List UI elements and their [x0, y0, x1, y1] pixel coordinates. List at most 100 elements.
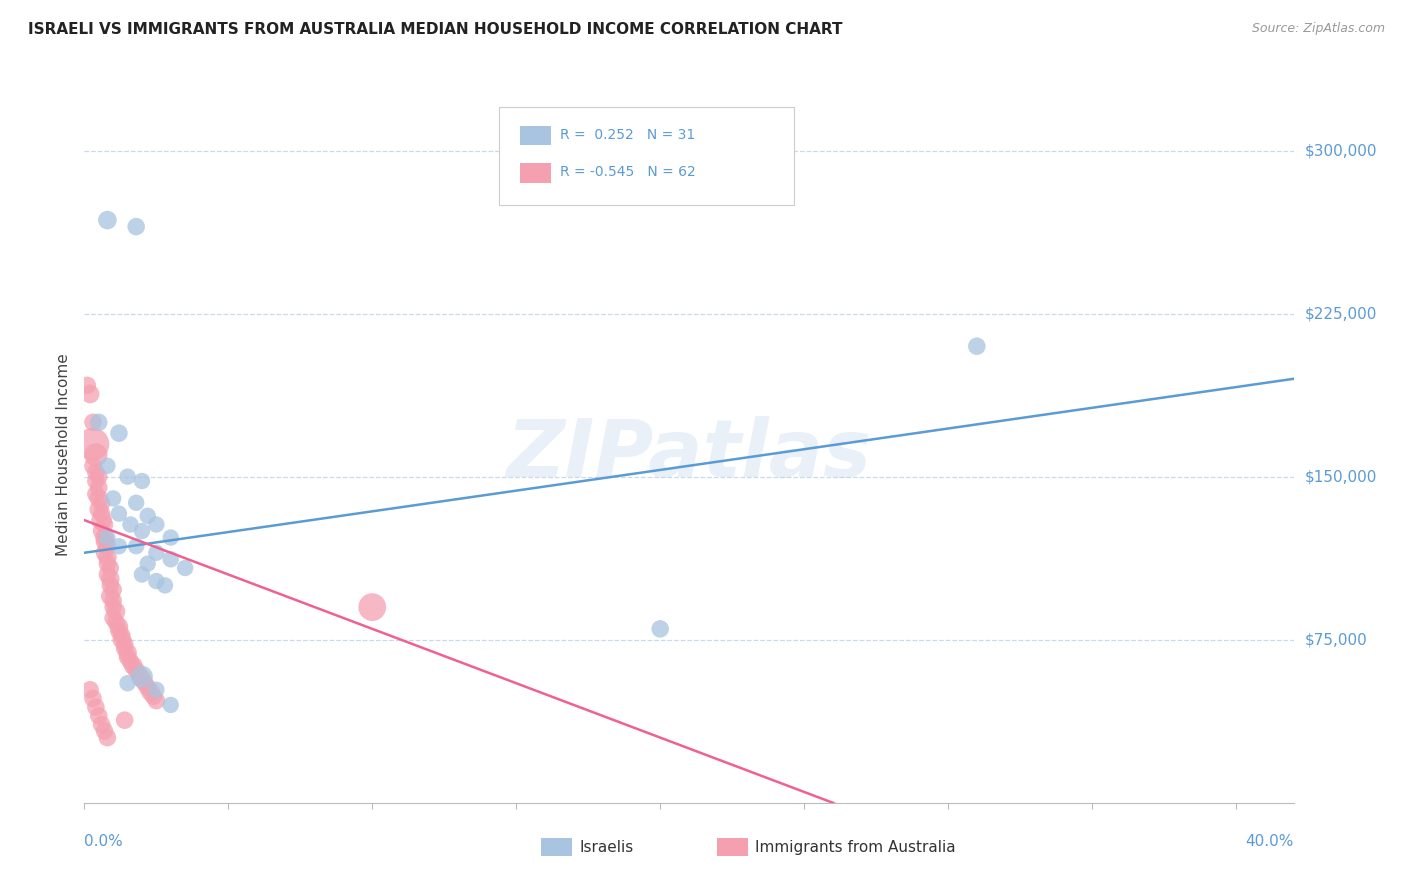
Point: [90, 496, 112, 510]
Text: R =  0.252   N = 31: R = 0.252 N = 31: [560, 128, 695, 142]
Point: [96, 213, 118, 227]
Text: ISRAELI VS IMMIGRANTS FROM AUSTRALIA MEDIAN HOUSEHOLD INCOME CORRELATION CHART: ISRAELI VS IMMIGRANTS FROM AUSTRALIA MED…: [28, 22, 842, 37]
Y-axis label: Median Household Income: Median Household Income: [56, 353, 72, 557]
Point: [117, 646, 139, 660]
Point: [101, 582, 124, 597]
Point: [82, 415, 104, 429]
Point: [101, 600, 124, 615]
Point: [145, 693, 167, 707]
Point: [114, 637, 136, 651]
Point: [90, 524, 112, 538]
Text: ZIPatlas: ZIPatlas: [506, 416, 872, 494]
Point: [79, 387, 101, 401]
Point: [108, 507, 131, 521]
Point: [145, 682, 167, 697]
Point: [145, 546, 167, 560]
Point: [82, 458, 104, 473]
Point: [84, 700, 107, 714]
Point: [153, 578, 176, 592]
Point: [96, 731, 118, 745]
Point: [131, 524, 153, 538]
Point: [125, 539, 148, 553]
Point: [120, 655, 142, 669]
Point: [117, 650, 139, 665]
Point: [650, 622, 672, 636]
Point: [136, 681, 159, 695]
Point: [361, 600, 384, 615]
Point: [98, 561, 121, 575]
Point: [93, 724, 115, 739]
Point: [96, 531, 118, 545]
Point: [114, 641, 136, 656]
Text: 0.0%: 0.0%: [84, 834, 124, 849]
Point: [76, 378, 98, 392]
Point: [131, 474, 153, 488]
Point: [159, 531, 181, 545]
Text: 40.0%: 40.0%: [1246, 834, 1294, 849]
Point: [90, 507, 112, 521]
Text: $300,000: $300,000: [1305, 143, 1376, 158]
Point: [145, 574, 167, 588]
Point: [159, 698, 181, 712]
Point: [120, 517, 142, 532]
Point: [136, 508, 159, 523]
Point: [966, 339, 988, 353]
Text: Israelis: Israelis: [579, 840, 634, 855]
Point: [108, 426, 131, 441]
Point: [82, 437, 104, 451]
Point: [122, 658, 145, 673]
Point: [96, 458, 118, 473]
Point: [84, 448, 107, 462]
Point: [131, 672, 153, 686]
Point: [98, 572, 121, 586]
Point: [131, 567, 153, 582]
Point: [125, 219, 148, 234]
Point: [105, 605, 128, 619]
Point: [96, 539, 118, 553]
Point: [117, 469, 139, 483]
Point: [93, 531, 115, 545]
Point: [82, 691, 104, 706]
Point: [93, 546, 115, 560]
Point: [101, 611, 124, 625]
Point: [87, 481, 110, 495]
Point: [105, 615, 128, 630]
Text: R = -0.545   N = 62: R = -0.545 N = 62: [560, 165, 696, 179]
Point: [96, 557, 118, 571]
Point: [108, 620, 131, 634]
Point: [93, 517, 115, 532]
Point: [98, 578, 121, 592]
Point: [108, 624, 131, 638]
Point: [108, 539, 131, 553]
Point: [101, 593, 124, 607]
Text: Source: ZipAtlas.com: Source: ZipAtlas.com: [1251, 22, 1385, 36]
Point: [87, 491, 110, 506]
Point: [96, 550, 118, 565]
Text: Immigrants from Australia: Immigrants from Australia: [755, 840, 956, 855]
Point: [134, 676, 156, 690]
Point: [98, 589, 121, 603]
Point: [79, 682, 101, 697]
Point: [174, 561, 197, 575]
Point: [101, 491, 124, 506]
Point: [87, 502, 110, 516]
Point: [84, 474, 107, 488]
Point: [125, 496, 148, 510]
Text: $225,000: $225,000: [1305, 306, 1376, 321]
Point: [96, 567, 118, 582]
Point: [84, 487, 107, 501]
Point: [142, 690, 165, 704]
Point: [131, 670, 153, 684]
Point: [90, 513, 112, 527]
Point: [117, 676, 139, 690]
Point: [93, 535, 115, 549]
Text: $150,000: $150,000: [1305, 469, 1376, 484]
Point: [90, 717, 112, 731]
Text: $75,000: $75,000: [1305, 632, 1368, 648]
Point: [145, 517, 167, 532]
Point: [128, 667, 150, 681]
Point: [87, 469, 110, 483]
Point: [84, 466, 107, 480]
Point: [136, 557, 159, 571]
Point: [111, 632, 134, 647]
